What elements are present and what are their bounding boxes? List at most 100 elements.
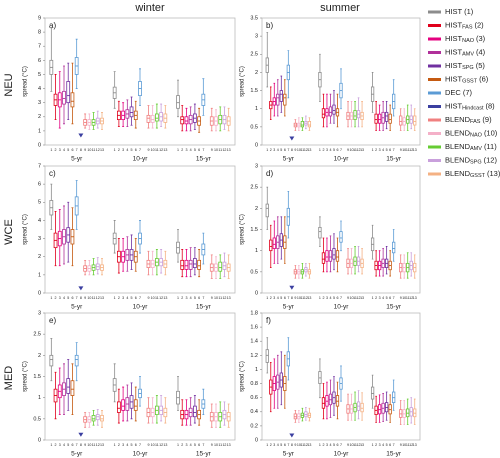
box (360, 402, 364, 413)
y-tick-label: 0 (255, 437, 258, 443)
box-label: 4 (329, 443, 331, 447)
box-label: 12 (96, 296, 100, 300)
box-label: 8 (80, 443, 82, 447)
box (269, 239, 273, 252)
box-label: 2 (118, 443, 120, 447)
box-label: 1 (50, 296, 52, 300)
box (180, 116, 185, 125)
legend-index: (4) (476, 47, 486, 56)
box (325, 250, 329, 262)
legend-index: (12) (484, 155, 498, 164)
box (353, 110, 357, 121)
plot-frame (261, 17, 421, 146)
y-tick-label: 1 (38, 128, 41, 134)
legend-name: BLEND (445, 155, 471, 164)
box-label: 12 (96, 148, 100, 152)
box-label: 13 (100, 296, 104, 300)
box (193, 405, 197, 418)
box-label: 13 (413, 296, 417, 300)
whisker (50, 27, 53, 92)
box-label: 7 (287, 296, 289, 300)
box (283, 93, 287, 106)
box (176, 95, 180, 109)
legend-sub: SPG (470, 160, 482, 166)
hindcast-marker (78, 432, 84, 437)
y-tick-label: 1 (255, 367, 258, 373)
box-label: 1 (372, 148, 374, 152)
box-label: 2 (181, 148, 183, 152)
box-label: 3 (326, 443, 328, 447)
box (188, 259, 193, 270)
box-label: 6 (135, 443, 137, 447)
box (66, 378, 71, 394)
legend-index: (10) (484, 128, 498, 137)
box (399, 115, 403, 126)
box-label: 7 (393, 148, 395, 152)
box-label: 4 (63, 443, 65, 447)
legend-index: (6) (479, 74, 489, 83)
y-tick-label: 7 (38, 44, 41, 50)
box-label: 1 (114, 148, 116, 152)
box-label: 10 (297, 296, 301, 300)
box-label: 8 (80, 296, 82, 300)
group-label: 10-yr (334, 304, 350, 311)
group-label: 15-yr (386, 451, 402, 458)
box-label: 1 (266, 443, 268, 447)
box-label: 13 (227, 443, 231, 447)
y-tick-label: 3 (255, 34, 258, 40)
box (374, 113, 378, 124)
y-axis-label: spread (°C) (240, 214, 246, 245)
box (155, 113, 159, 122)
legend-sub: SPG (462, 65, 474, 71)
legend-label: BLENDSPG (12) (445, 155, 497, 165)
y-tick-label: 0 (38, 437, 41, 443)
box-label: 9 (294, 296, 296, 300)
box-label: 5 (131, 443, 133, 447)
y-axis-label: spread (°C) (23, 66, 29, 97)
box-label: 13 (163, 296, 167, 300)
box-label: 2 (322, 148, 324, 152)
box (307, 121, 312, 128)
box-label: 2 (55, 443, 57, 447)
box-label: 10 (151, 148, 155, 152)
box-label: 7 (202, 148, 204, 152)
y-tick-label: 2 (255, 70, 258, 76)
y-tick-label: 5 (38, 72, 41, 78)
legend-name: HIST (445, 74, 463, 83)
box (377, 113, 382, 124)
box-label: 13 (360, 443, 364, 447)
legend-name: HIST (445, 34, 463, 43)
box-label: 10 (151, 443, 155, 447)
box (193, 258, 197, 268)
panel-label: f) (266, 316, 271, 325)
box-label: 10 (402, 148, 406, 152)
box-label: 8 (291, 148, 293, 152)
box-label: 12 (409, 443, 413, 447)
box-label: 7 (340, 148, 342, 152)
box-label: 10 (87, 296, 91, 300)
legend-name: DEC (445, 88, 461, 97)
box-label: 9 (211, 443, 213, 447)
box-label: 11 (92, 443, 96, 447)
box-label: 12 (357, 296, 361, 300)
box-label: 6 (198, 148, 200, 152)
box-label: 3 (185, 443, 187, 447)
box-label: 5 (280, 296, 282, 300)
y-tick-label: 0.5 (250, 124, 258, 130)
group-label: 15-yr (386, 304, 402, 311)
legend-index: (3) (476, 34, 486, 43)
y-tick-label: 2.5 (250, 185, 258, 191)
box-label: 12 (96, 443, 100, 447)
legend-sub: NAO (470, 133, 483, 139)
box-label: 7 (340, 443, 342, 447)
group-label: 5-yr (283, 304, 295, 311)
box-label: 4 (329, 148, 331, 152)
box-label: 10 (402, 443, 406, 447)
box-label: 6 (336, 148, 338, 152)
box-label: 5 (67, 443, 69, 447)
box-label: 6 (198, 443, 200, 447)
box-label: 6 (284, 443, 286, 447)
box-label: 3 (379, 148, 381, 152)
legend-label: HISTHindcast (8) (445, 101, 495, 111)
box-label: 11 (155, 443, 159, 447)
